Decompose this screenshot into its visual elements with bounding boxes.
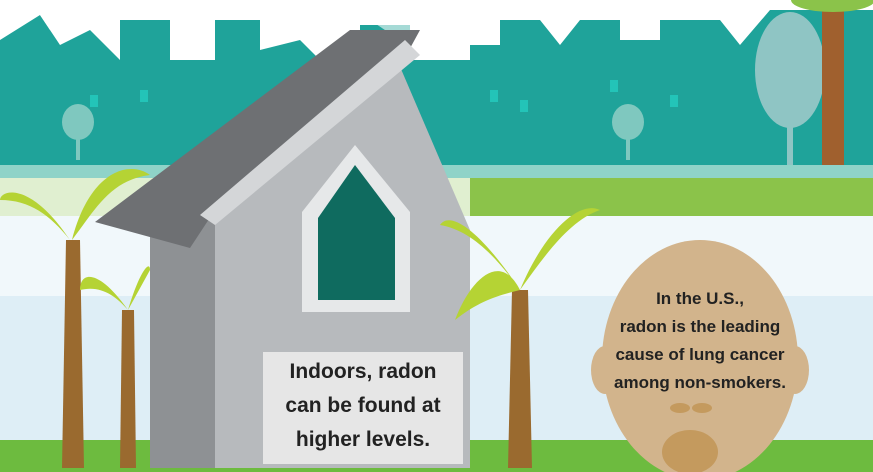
palm-right xyxy=(440,208,600,468)
far-grass xyxy=(470,178,873,216)
head-caption-line: among non-smokers. xyxy=(614,373,786,392)
head-caption-line: In the U.S., xyxy=(656,289,744,308)
house-caption-line: can be found at xyxy=(285,394,440,417)
house-caption-line: higher levels. xyxy=(296,428,430,451)
palm-left xyxy=(0,168,150,468)
trees-back xyxy=(62,0,873,180)
head xyxy=(591,240,809,472)
house-caption-line: Indoors, radon xyxy=(290,360,437,383)
head-caption-line: radon is the leading xyxy=(620,317,781,336)
head-caption-line: cause of lung cancer xyxy=(615,345,784,364)
skyline-windows xyxy=(90,80,678,112)
house-caption-box xyxy=(263,352,463,464)
